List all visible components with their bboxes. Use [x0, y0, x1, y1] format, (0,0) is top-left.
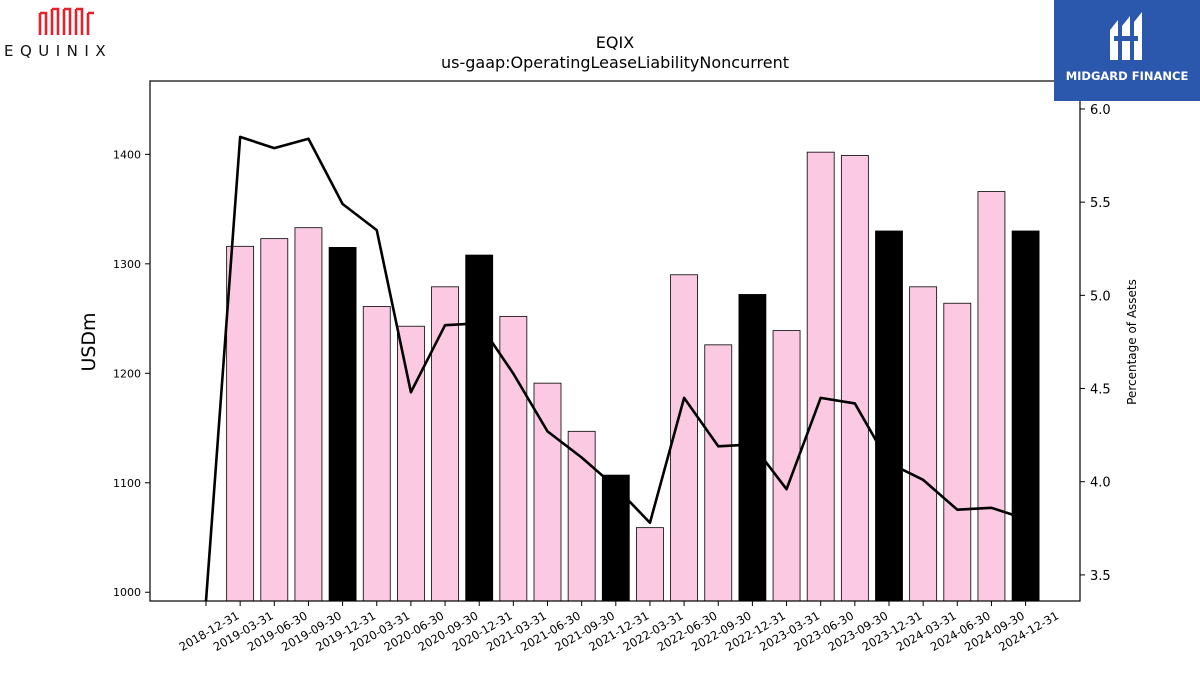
y2-axis-label: Percentage of Assets	[1125, 279, 1139, 405]
midgard-logo-icon	[1110, 12, 1142, 60]
bar-2022-06-30	[670, 274, 698, 602]
y2-tick-label: 5.5	[1090, 196, 1111, 211]
bar-2019-06-30	[260, 238, 289, 602]
bar-2019-09-30	[294, 227, 323, 602]
bar-2019-12-31	[328, 246, 357, 602]
chart-subtitle: us-gaap:OperatingLeaseLiabilityNoncurren…	[441, 53, 789, 72]
midgard-wordmark: MIDGARD FINANCE	[1065, 69, 1189, 83]
bars-layer	[226, 151, 1040, 602]
bar-2023-09-30	[840, 155, 869, 602]
bar-2021-12-31	[601, 474, 630, 602]
bar-2023-06-30	[806, 151, 835, 602]
bar-2023-12-31	[875, 230, 903, 602]
plot-frame	[149, 80, 1081, 602]
equinix-wordmark: EQUINIX	[4, 42, 113, 60]
y-tick-label: 1000	[113, 586, 141, 599]
bar-2021-09-30	[567, 430, 596, 602]
bar-2022-09-30	[704, 344, 733, 602]
bar-2024-03-31	[909, 286, 938, 602]
y-tick-label: 1300	[113, 258, 141, 271]
bar-2022-03-31	[636, 527, 664, 602]
bar-2020-03-31	[362, 306, 391, 602]
bar-2019-03-31	[226, 245, 255, 602]
chart-title: EQIX	[596, 33, 634, 52]
bar-2024-06-30	[943, 302, 972, 602]
y-tick-label: 1400	[113, 148, 141, 161]
bar-2020-09-30	[431, 286, 459, 602]
y2-tick-label: 4.5	[1090, 383, 1111, 398]
bar-2021-03-31	[499, 315, 528, 602]
y-tick-label: 1200	[113, 367, 141, 380]
bar-2020-06-30	[396, 325, 425, 602]
y-axis-label: USDm	[78, 312, 100, 371]
percentage-of-assets-line	[204, 135, 1027, 602]
y2-tick-label: 6.0	[1090, 103, 1111, 118]
bar-2021-06-30	[533, 382, 562, 602]
y-tick-label: 1100	[113, 477, 141, 490]
bar-2020-12-31	[465, 254, 494, 602]
y2-tick-label: 3.5	[1090, 569, 1111, 584]
midgard-logo: MIDGARD FINANCE	[1054, 0, 1200, 101]
equinix-logo: EQUINIX	[0, 0, 130, 70]
y2-tick-label: 5.0	[1090, 289, 1111, 304]
bar-2024-12-31	[1011, 230, 1040, 602]
bar-2024-09-30	[977, 191, 1006, 602]
bar-2022-12-31	[738, 294, 767, 602]
equinix-logo-icon	[38, 7, 94, 35]
y2-tick-label: 4.0	[1090, 476, 1111, 491]
percentage-line-layer	[204, 135, 1027, 602]
